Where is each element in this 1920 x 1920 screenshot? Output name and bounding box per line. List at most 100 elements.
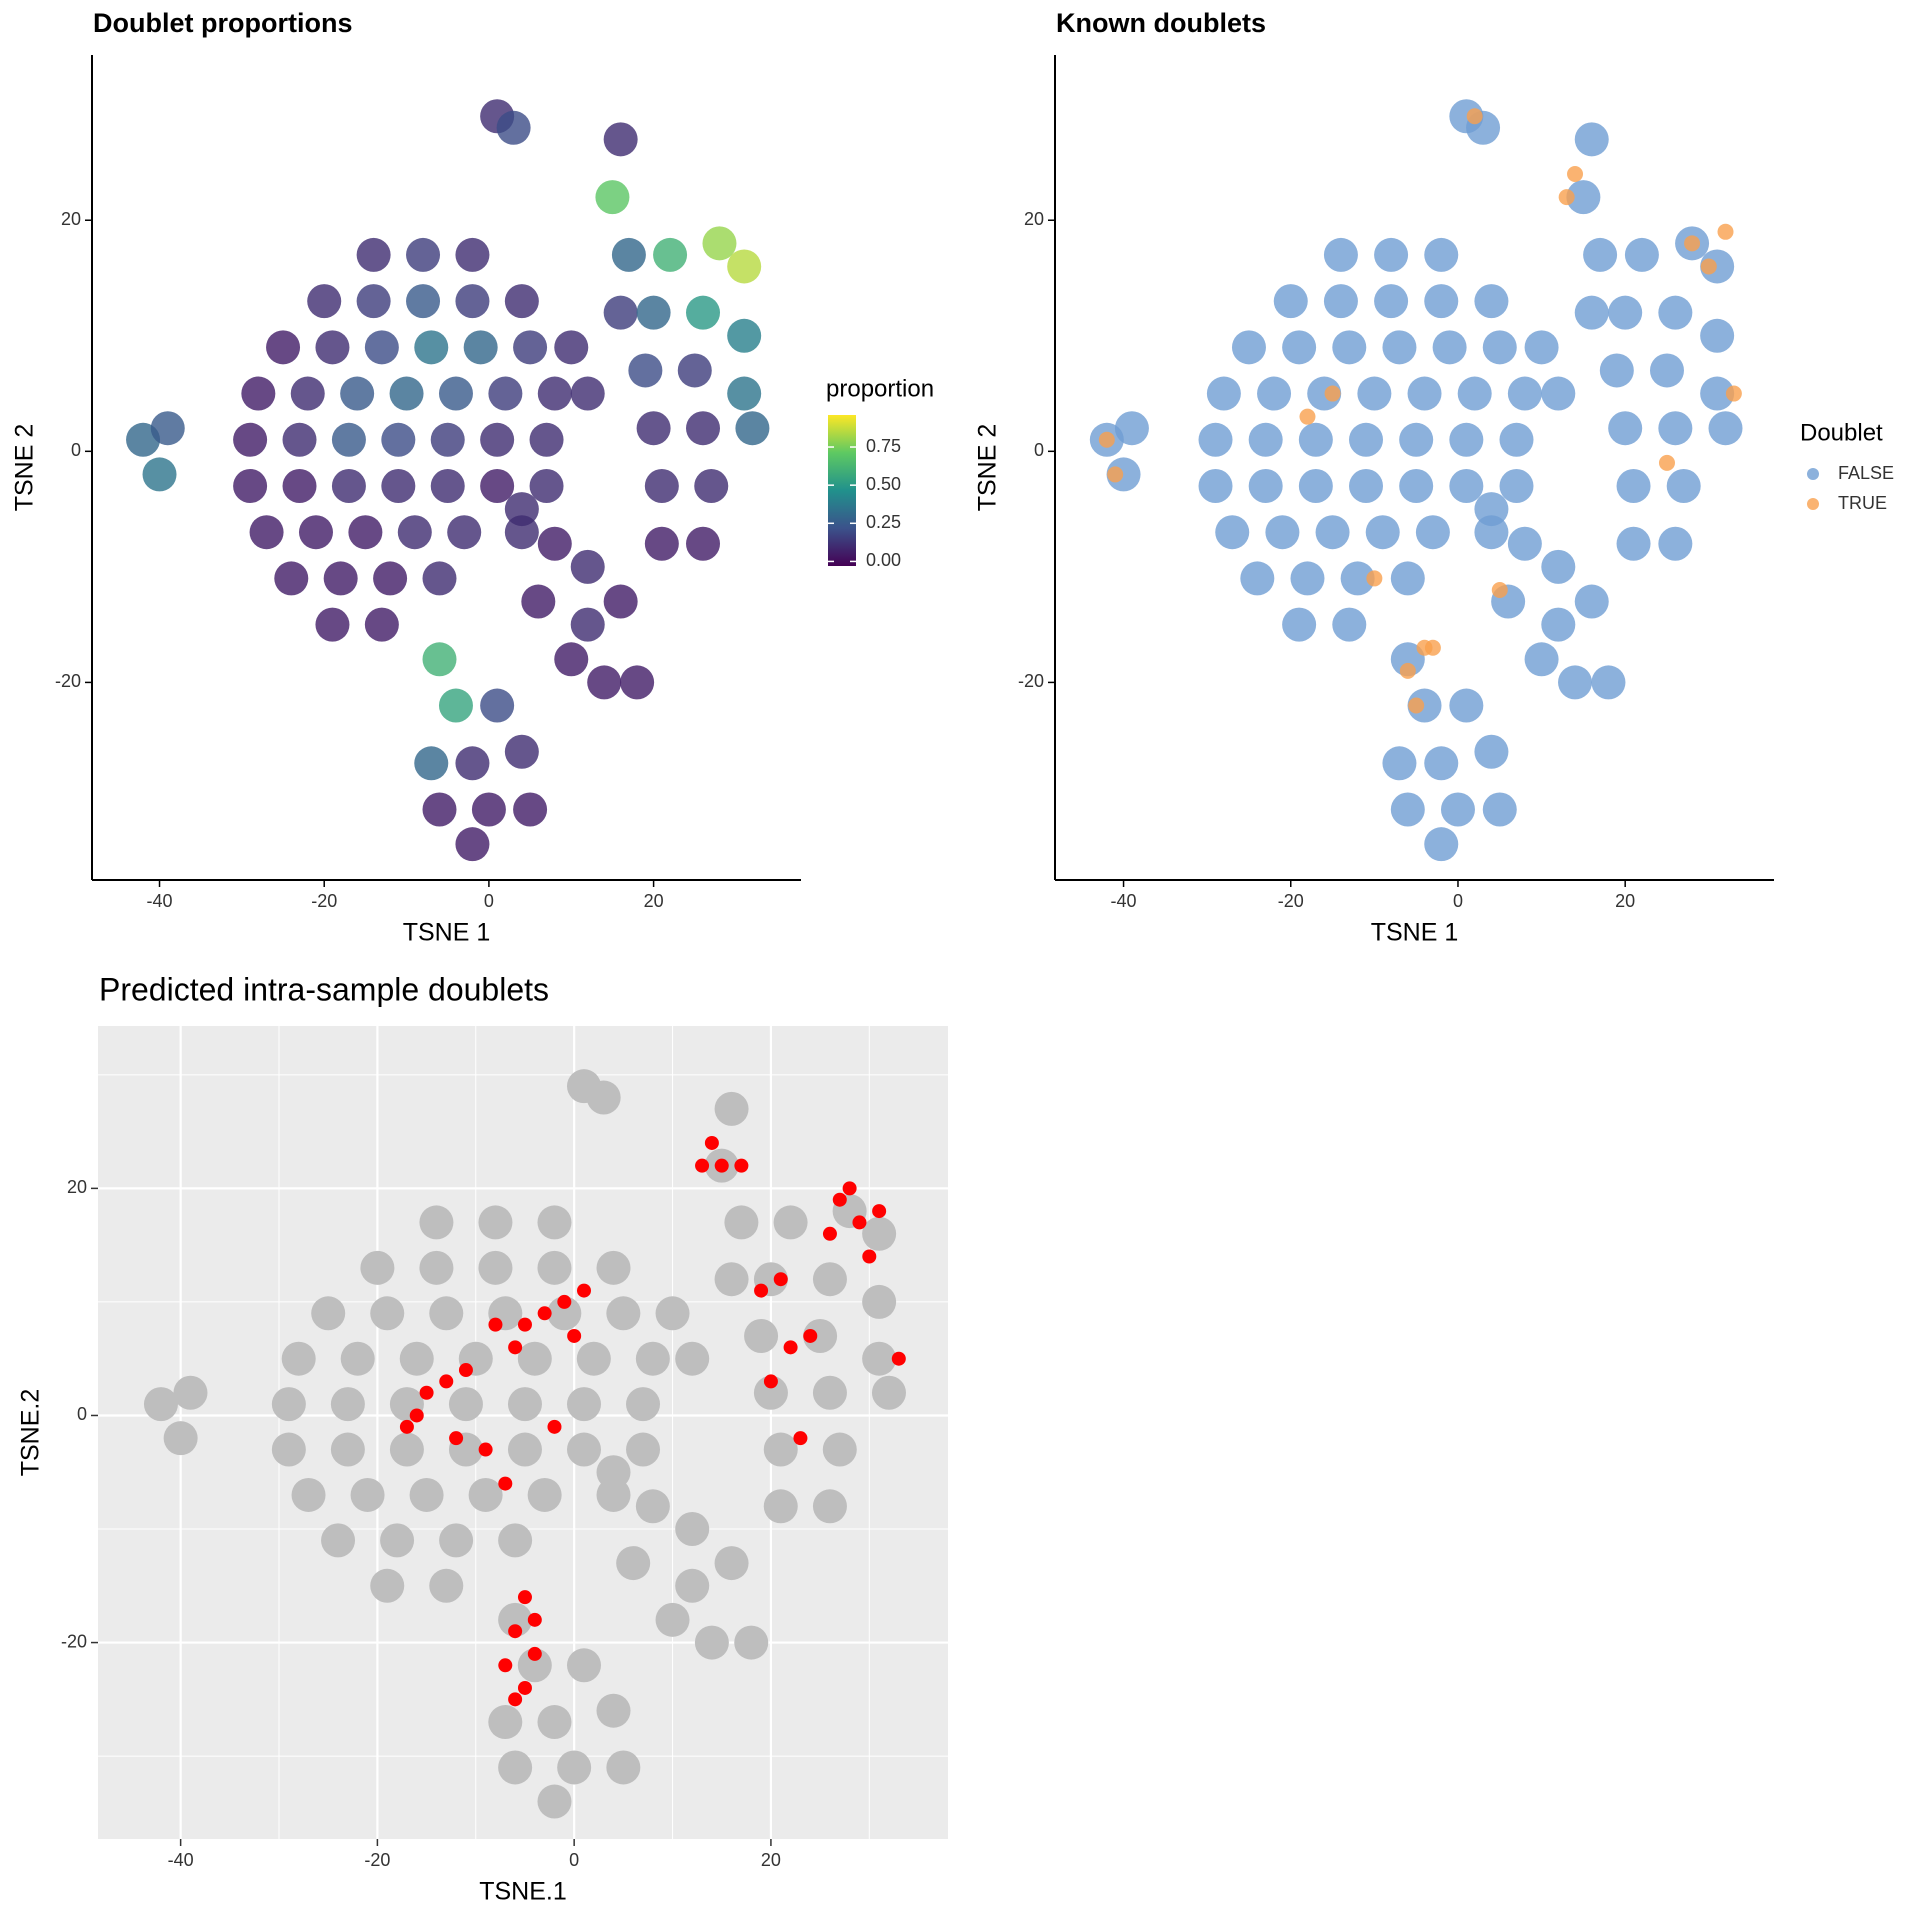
- point: [695, 1158, 710, 1173]
- point: [488, 1317, 503, 1332]
- point: [554, 642, 589, 677]
- y-tick-label: -20: [55, 671, 81, 691]
- point: [364, 607, 399, 642]
- point: [521, 584, 556, 619]
- point: [1482, 330, 1517, 365]
- point: [1107, 466, 1124, 483]
- plot-background: [98, 1026, 948, 1839]
- point: [1408, 697, 1425, 714]
- point: [281, 1341, 316, 1376]
- point: [566, 1432, 601, 1467]
- point: [527, 1646, 542, 1661]
- point: [504, 734, 539, 769]
- point: [449, 1431, 464, 1446]
- y-tick-label: -20: [61, 1631, 87, 1651]
- point: [1574, 295, 1609, 330]
- point: [704, 1135, 719, 1150]
- point: [1624, 237, 1659, 272]
- point: [537, 1306, 552, 1321]
- point: [468, 1477, 503, 1512]
- point: [714, 1091, 749, 1126]
- point: [763, 1432, 798, 1467]
- point: [321, 1523, 356, 1558]
- point: [455, 284, 490, 319]
- point: [271, 1432, 306, 1467]
- point: [1700, 318, 1735, 353]
- y-tick-label: 20: [1024, 209, 1044, 229]
- legend-label: FALSE: [1838, 463, 1894, 483]
- point: [1524, 330, 1559, 365]
- point: [1658, 411, 1693, 446]
- point: [1307, 376, 1342, 411]
- point: [507, 1432, 542, 1467]
- point: [496, 110, 531, 145]
- point: [1558, 189, 1575, 206]
- point: [1399, 422, 1434, 457]
- point: [803, 1318, 838, 1353]
- point: [554, 330, 589, 365]
- y-tick-label: 20: [67, 1177, 87, 1197]
- point: [570, 376, 605, 411]
- point: [438, 376, 473, 411]
- point: [557, 1750, 592, 1785]
- point: [655, 1296, 690, 1331]
- point: [576, 1341, 611, 1376]
- point: [537, 1784, 572, 1819]
- point: [330, 1432, 365, 1467]
- point: [1265, 515, 1300, 550]
- point: [399, 1341, 434, 1376]
- point: [315, 330, 350, 365]
- legend-label: TRUE: [1838, 493, 1887, 513]
- point: [702, 226, 737, 261]
- point: [381, 422, 416, 457]
- point: [439, 1374, 454, 1389]
- point: [274, 561, 309, 596]
- point: [143, 1387, 178, 1422]
- x-tick-label: 0: [1453, 891, 1463, 911]
- point: [488, 1705, 523, 1740]
- point: [1474, 492, 1509, 527]
- point: [1658, 295, 1693, 330]
- point: [1416, 639, 1433, 656]
- point: [430, 422, 465, 457]
- y-tick-label: 0: [71, 440, 81, 460]
- point: [173, 1375, 208, 1410]
- point: [315, 607, 350, 642]
- point: [340, 376, 375, 411]
- point: [1474, 734, 1509, 769]
- point: [586, 1080, 621, 1115]
- point: [566, 1387, 601, 1422]
- point: [1382, 746, 1417, 781]
- point: [298, 515, 333, 550]
- point: [1599, 353, 1634, 388]
- point: [793, 1431, 808, 1446]
- point: [1482, 792, 1517, 827]
- point: [488, 376, 523, 411]
- y-axis-title: TSNE 2: [11, 424, 39, 512]
- y-axis-title: TSNE 2: [974, 424, 1002, 512]
- point: [480, 688, 515, 723]
- point: [727, 249, 762, 284]
- point: [636, 295, 671, 330]
- point: [1499, 422, 1534, 457]
- point: [282, 422, 317, 457]
- point: [547, 1296, 582, 1331]
- y-axis-title: TSNE.2: [17, 1389, 45, 1477]
- point: [686, 411, 721, 446]
- point: [1524, 642, 1559, 677]
- point: [1390, 561, 1425, 596]
- points: [143, 1069, 906, 1819]
- point: [1616, 526, 1651, 561]
- point: [1558, 665, 1593, 700]
- point: [734, 1158, 749, 1173]
- x-axis-title: TSNE.1: [479, 1878, 567, 1906]
- point: [812, 1375, 847, 1410]
- point: [517, 1341, 552, 1376]
- point: [1574, 122, 1609, 157]
- chart-title: Predicted intra-sample doublets: [99, 971, 549, 1007]
- point: [409, 1477, 444, 1512]
- y-tick-label: 0: [77, 1404, 87, 1424]
- point: [537, 1205, 572, 1240]
- point: [735, 411, 770, 446]
- point: [644, 526, 679, 561]
